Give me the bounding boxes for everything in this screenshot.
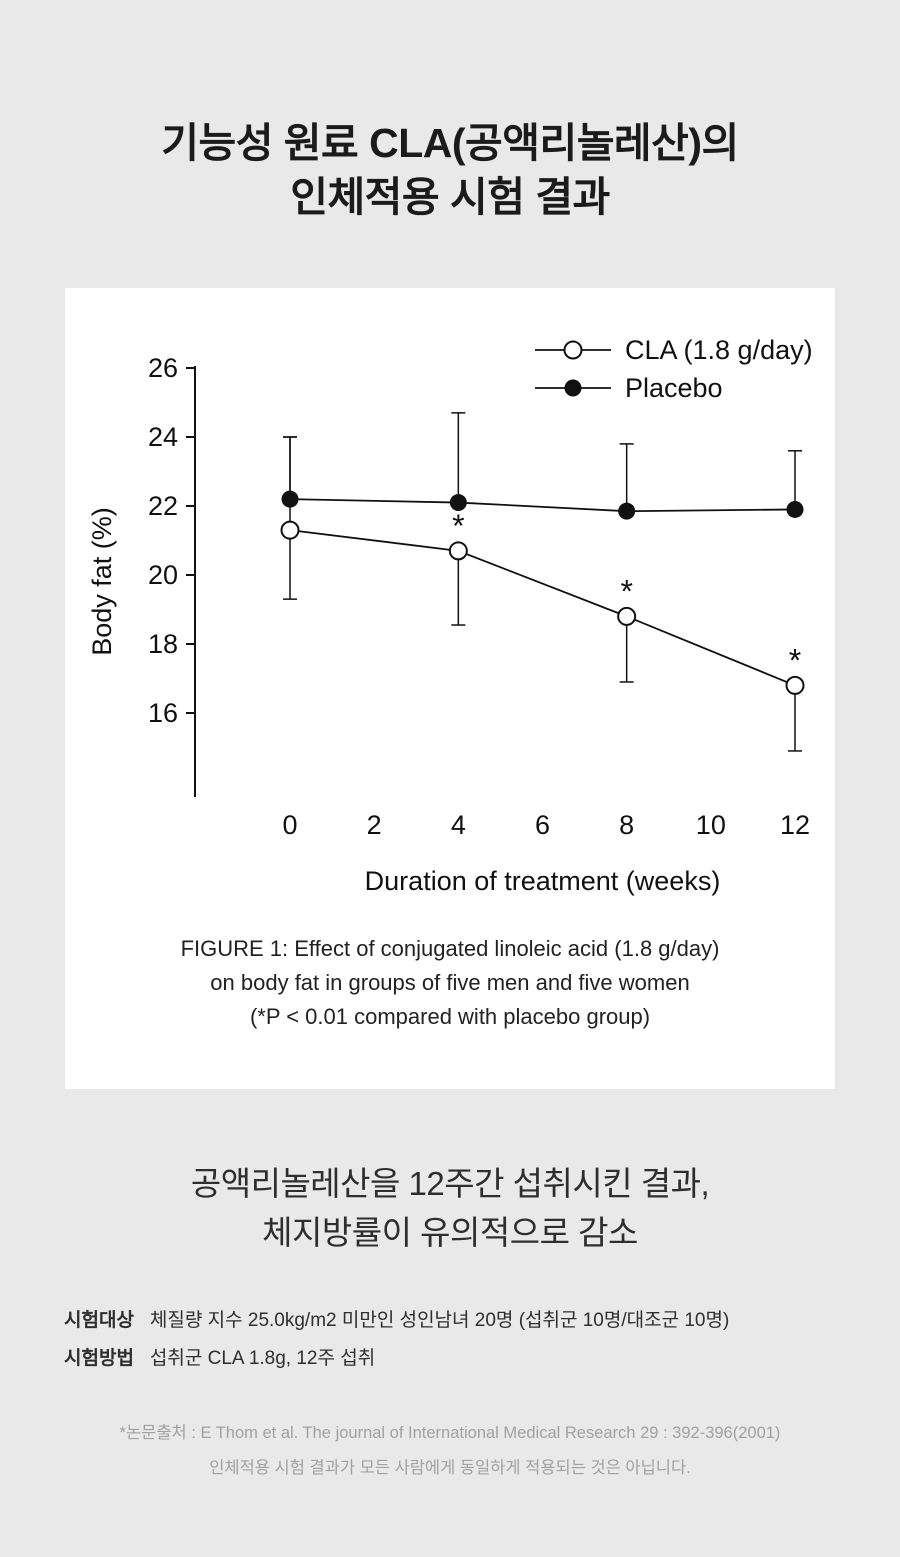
svg-text:8: 8 xyxy=(619,810,634,840)
svg-text:10: 10 xyxy=(696,810,726,840)
trial-method-row: 시험방법 섭취군 CLA 1.8g, 12주 섭취 xyxy=(64,1340,900,1378)
trial-method-label: 시험방법 xyxy=(64,1347,134,1369)
result-headline-line1: 공액리놀레산을 12주간 섭취시킨 결과, xyxy=(190,1164,710,1202)
svg-text:*: * xyxy=(620,574,632,610)
footnote-disclaimer: 인체적용 시험 결과가 모든 사람에게 동일하게 적용되는 것은 아닙니다. xyxy=(209,1458,691,1477)
page-title: 기능성 원료 CLA(공액리놀레산)의 인체적용 시험 결과 xyxy=(0,0,900,224)
svg-text:*: * xyxy=(789,643,801,679)
svg-text:0: 0 xyxy=(282,810,297,840)
trial-subject-row: 시험대상 체질량 지수 25.0kg/m2 미만인 성인남녀 20명 (섭취군 … xyxy=(64,1302,900,1340)
result-headline: 공액리놀레산을 12주간 섭취시킨 결과, 체지방률이 유의적으로 감소 xyxy=(0,1159,900,1258)
figure-caption-line3: (*P < 0.01 compared with placebo group) xyxy=(249,1004,651,1030)
svg-text:12: 12 xyxy=(780,810,810,840)
svg-text:2: 2 xyxy=(367,810,382,840)
svg-text:Duration of treatment (weeks): Duration of treatment (weeks) xyxy=(365,866,721,896)
trial-subject-label: 시험대상 xyxy=(64,1309,134,1331)
trial-method-value: 섭취군 CLA 1.8g, 12주 섭취 xyxy=(149,1347,376,1369)
figure-caption-line1: FIGURE 1: Effect of conjugated linoleic … xyxy=(180,936,720,962)
chart-card: 16 18 20 22 24 26 0 2 4 6 8 10 12 Body fat (%) Duratio… xyxy=(65,288,835,1089)
svg-text:26: 26 xyxy=(148,353,178,383)
infographic-page: 기능성 원료 CLA(공액리놀레산)의 인체적용 시험 결과 16 18 20 22 2… xyxy=(0,0,900,1487)
svg-text:CLA (1.8 g/day): CLA (1.8 g/day) xyxy=(625,335,813,365)
figure-caption-line2: on body fat in groups of five men and fi… xyxy=(210,970,690,996)
svg-text:Body fat (%): Body fat (%) xyxy=(87,507,117,656)
svg-text:6: 6 xyxy=(535,810,550,840)
svg-text:*: * xyxy=(452,508,464,544)
svg-text:4: 4 xyxy=(451,810,466,840)
svg-text:16: 16 xyxy=(148,698,178,728)
trial-info: 시험대상 체질량 지수 25.0kg/m2 미만인 성인남녀 20명 (섭취군 … xyxy=(64,1302,900,1378)
svg-text:20: 20 xyxy=(148,560,178,590)
result-headline-line2: 체지방률이 유의적으로 감소 xyxy=(262,1214,638,1251)
page-title-line2: 인체적용 시험 결과 xyxy=(290,174,610,221)
figure-caption: FIGURE 1: Effect of conjugated linoleic … xyxy=(65,918,835,1088)
footnote-source: *논문출처 : E Thom et al. The journal of Int… xyxy=(119,1423,781,1442)
svg-text:18: 18 xyxy=(148,629,178,659)
svg-text:22: 22 xyxy=(148,491,178,521)
trial-subject-value: 체질량 지수 25.0kg/m2 미만인 성인남녀 20명 (섭취군 10명/대… xyxy=(149,1309,730,1331)
page-title-line1: 기능성 원료 CLA(공액리놀레산)의 xyxy=(161,120,739,166)
footnote: *논문출처 : E Thom et al. The journal of Int… xyxy=(0,1416,900,1487)
svg-text:Placebo: Placebo xyxy=(625,373,723,403)
svg-text:24: 24 xyxy=(148,422,178,452)
